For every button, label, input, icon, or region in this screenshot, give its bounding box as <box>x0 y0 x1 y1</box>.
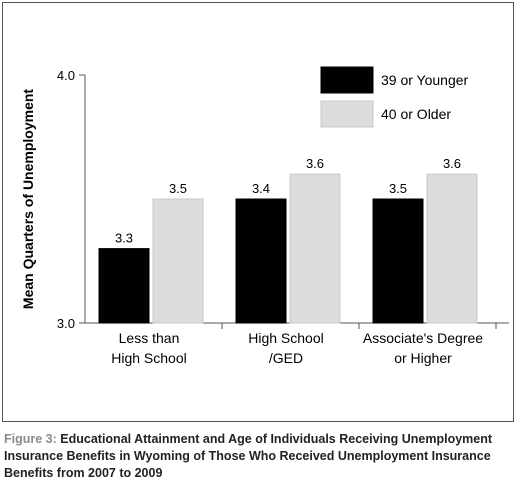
data-label: 3.5 <box>169 181 187 196</box>
bar-older <box>289 173 341 324</box>
caption-label: Figure 3: <box>4 432 57 446</box>
category-label: /GED <box>269 350 303 366</box>
bar-chart: 3.0 4.0 Mean Quarters of Unemployment 3.3 3.… <box>20 66 509 366</box>
y-tick-label: 3.0 <box>57 316 75 331</box>
category-label: Less than <box>119 330 180 346</box>
caption-text: Educational Attainment and Age of Indivi… <box>4 432 493 480</box>
figure-caption: Figure 3: Educational Attainment and Age… <box>4 431 514 482</box>
bar-younger <box>372 198 424 324</box>
legend-swatch <box>320 100 374 128</box>
bar-older <box>426 173 478 324</box>
data-label: 3.4 <box>252 181 270 196</box>
legend-label: 39 or Younger <box>381 72 469 88</box>
y-axis-label: Mean Quarters of Unemployment <box>20 89 36 309</box>
legend-label: 40 or Older <box>381 106 451 122</box>
data-label: 3.6 <box>306 156 324 171</box>
data-label: 3.3 <box>115 231 133 246</box>
legend-swatch <box>320 66 374 94</box>
bar-older <box>152 198 204 324</box>
category-label: High School <box>248 330 324 346</box>
y-tick-label: 4.0 <box>57 68 75 83</box>
bar-younger <box>235 198 287 324</box>
category-label: or Higher <box>394 350 452 366</box>
data-label: 3.5 <box>389 181 407 196</box>
chart-frame: 3.0 4.0 Mean Quarters of Unemployment 3.3 3.… <box>2 2 514 422</box>
bar-younger <box>98 248 150 324</box>
category-label: High School <box>111 350 187 366</box>
category-label: Associate's Degree <box>363 330 483 346</box>
data-label: 3.6 <box>443 156 461 171</box>
